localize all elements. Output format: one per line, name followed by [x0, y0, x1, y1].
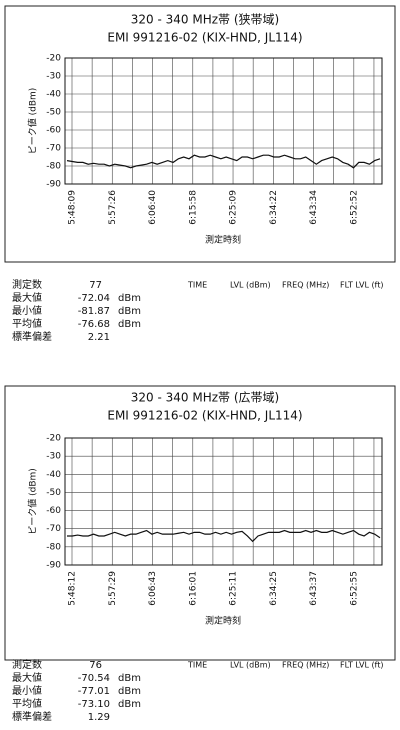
x-tick-label: 6:25:09 — [229, 190, 239, 225]
x-tick-label: 6:15:58 — [188, 190, 198, 225]
x-tick-label: 6:52:52 — [349, 190, 359, 225]
y-tick-label: -90 — [46, 561, 61, 571]
y-tick-label: -80 — [46, 542, 61, 552]
stat-label: 測定数 — [12, 278, 42, 291]
x-tick-label: 6:43:37 — [309, 571, 319, 606]
stat-label: 標準偏差 — [12, 330, 52, 343]
y-tick-label: -50 — [46, 488, 61, 498]
stat-unit: dBm — [118, 306, 141, 317]
plot-frame — [64, 57, 383, 185]
x-tick-label: 6:52:55 — [349, 571, 359, 606]
stat-value: -73.10 — [78, 699, 110, 710]
table-header: FLT LVL (ft) — [340, 281, 384, 290]
table-header: TIME — [187, 281, 207, 290]
chart-frame — [4, 5, 396, 263]
table-header: FLT LVL (ft) — [340, 661, 384, 670]
x-tick-label: 6:43:34 — [309, 190, 319, 225]
stat-label: 最大値 — [12, 671, 42, 684]
chart-subtitle: EMI 991216-02 (KIX-HND, JL114) — [107, 31, 302, 45]
stat-value: 2.21 — [88, 332, 110, 343]
x-tick-label: 6:34:25 — [269, 571, 279, 606]
line — [67, 529, 381, 543]
x-tick-label: 6:34:22 — [269, 190, 279, 225]
stat-label: 最小値 — [12, 304, 42, 317]
y-tick-label: -40 — [46, 90, 61, 100]
x-axis-label: 測定時刻 — [205, 234, 241, 246]
y-tick-label: -30 — [46, 72, 61, 82]
stat-value: -70.54 — [78, 673, 110, 684]
stat-label: 平均値 — [12, 317, 42, 330]
x-tick-label: 5:48:09 — [68, 190, 78, 225]
stat-unit: dBm — [118, 673, 141, 684]
x-tick-label: 5:57:29 — [108, 571, 118, 606]
stat-unit: dBm — [118, 319, 141, 330]
y-tick-label: -50 — [46, 108, 61, 118]
chart-title: 320 - 340 MHz帯 (広帯域) — [131, 391, 279, 405]
x-axis-label: 測定時刻 — [205, 615, 241, 627]
y-tick-label: -70 — [46, 524, 61, 534]
y-tick-label: -20 — [46, 434, 61, 444]
y-tick-label: -80 — [46, 162, 61, 172]
table-header: LVL (dBm) — [230, 281, 271, 290]
x-tick-label: 6:06:40 — [148, 190, 158, 225]
stat-label: 標準偏差 — [12, 710, 52, 723]
table-header: LVL (dBm) — [230, 661, 271, 670]
x-tick-label: 5:57:26 — [108, 190, 118, 225]
stat-label: 測定数 — [12, 658, 42, 671]
stat-unit: dBm — [118, 293, 141, 304]
chart-title: 320 - 340 MHz帯 (狭帯域) — [131, 13, 279, 27]
y-tick-label: -20 — [46, 54, 61, 64]
table-header: TIME — [187, 661, 207, 670]
table-header: FREQ (MHz) — [282, 661, 329, 670]
stat-value: 1.29 — [88, 712, 110, 723]
stat-unit: dBm — [118, 686, 141, 697]
stat-label: 最大値 — [12, 291, 42, 304]
stat-value: -77.01 — [78, 686, 110, 697]
stat-value: 77 — [89, 280, 102, 291]
stat-label: 最小値 — [12, 684, 42, 697]
x-tick-label: 6:06:43 — [148, 571, 158, 606]
stat-unit: dBm — [118, 699, 141, 710]
stat-value: -72.04 — [78, 293, 110, 304]
y-tick-label: -60 — [46, 126, 61, 136]
y-tick-label: -60 — [46, 506, 61, 516]
line — [66, 154, 381, 169]
plot-frame — [64, 437, 383, 566]
x-tick-label: 5:48:12 — [68, 571, 78, 606]
chart-frame — [4, 385, 396, 661]
chart-subtitle: EMI 991216-02 (KIX-HND, JL114) — [107, 409, 302, 423]
y-tick-label: -70 — [46, 144, 61, 154]
stat-label: 平均値 — [12, 697, 42, 710]
x-tick-label: 6:16:01 — [188, 571, 198, 606]
stat-value: -81.87 — [78, 306, 110, 317]
stat-value: 76 — [89, 660, 102, 671]
y-tick-label: -40 — [46, 470, 61, 480]
y-tick-label: -30 — [46, 452, 61, 462]
table-header: FREQ (MHz) — [282, 281, 329, 290]
stat-value: -76.68 — [78, 319, 110, 330]
y-tick-label: -90 — [46, 180, 61, 190]
x-tick-label: 6:25:11 — [229, 571, 239, 606]
y-axis-label: ピーク値 (dBm) — [27, 88, 39, 155]
y-axis-label: ピーク値 (dBm) — [27, 468, 39, 535]
